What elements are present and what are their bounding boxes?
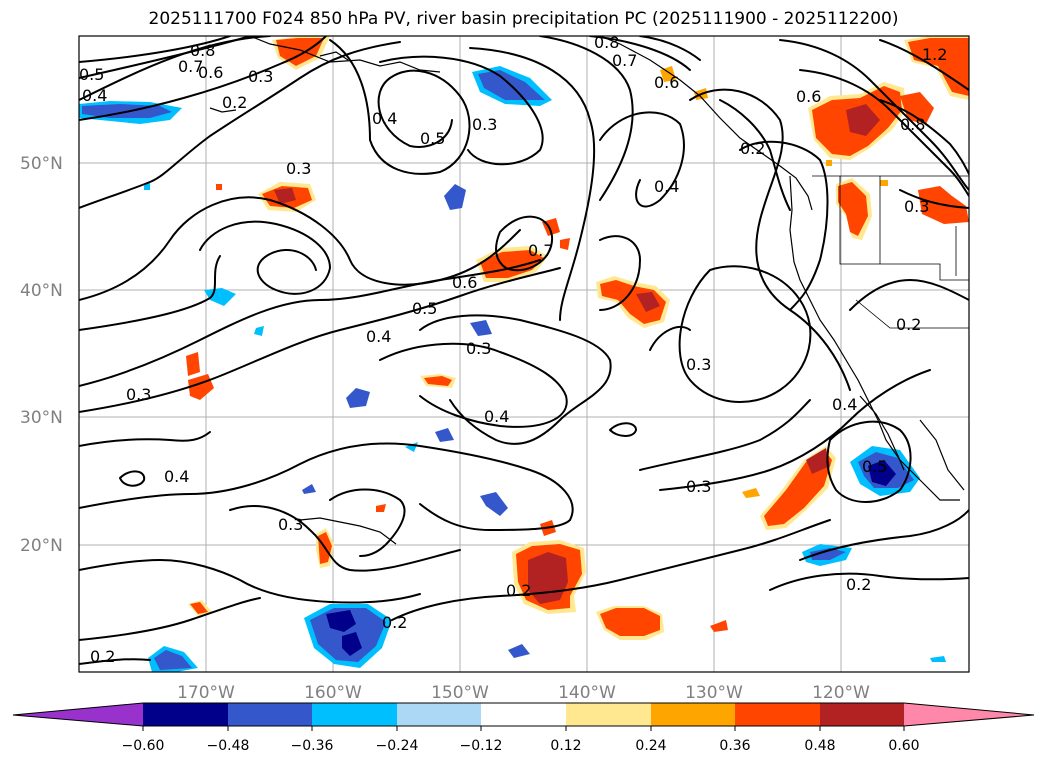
colorbar-tick-label: −0.48 (207, 738, 250, 754)
colorbar: −0.60 −0.48 −0.36 −0.24 −0.12 0.12 0.24 … (12, 702, 1035, 754)
colorbar-segment (312, 703, 397, 726)
contour-label: 0.8 (594, 33, 619, 52)
colorbar-tick-label: 0.48 (804, 738, 835, 754)
contour-label: 0.2 (222, 93, 247, 112)
contour-label: 0.2 (506, 581, 531, 600)
contour-label: 0.4 (164, 467, 189, 486)
contour-label: 0.5 (412, 299, 437, 318)
colorbar-tick-label: −0.60 (122, 738, 165, 754)
lat-label-20n: 20°N (20, 536, 63, 556)
colorbar-tick-label: 0.36 (719, 738, 750, 754)
coastlines (209, 36, 965, 545)
colorbar-tick-label: −0.12 (460, 738, 503, 754)
contour-label: 0.5 (862, 457, 887, 476)
colorbar-segment (481, 703, 566, 726)
latitude-labels: 50°N 40°N 30°N 20°N (20, 154, 63, 556)
lon-label-140w: 140°W (558, 683, 616, 703)
lon-label-130w: 130°W (685, 683, 743, 703)
contour-label: 0.8 (900, 115, 925, 134)
contour-label: 0.8 (190, 41, 215, 60)
borders (812, 175, 969, 329)
contour-label: 0.2 (90, 647, 115, 666)
lat-label-50n: 50°N (20, 154, 63, 174)
contour-label: 0.3 (686, 477, 711, 496)
contour-label: 0.2 (846, 575, 871, 594)
contour-label: 0.4 (832, 395, 857, 414)
colorbar-tick-label: 0.24 (635, 738, 666, 754)
contour-label: 0.4 (366, 327, 391, 346)
contour-label: 1.2 (922, 45, 947, 64)
positive-pc-patches (186, 36, 969, 640)
colorbar-segment (820, 703, 904, 726)
contour-label: 0.6 (796, 87, 821, 106)
plot-frame (78, 35, 970, 673)
colorbar-extend-left (13, 703, 143, 726)
colorbar-segment (397, 703, 481, 726)
colorbar-tick-label: 0.60 (888, 738, 919, 754)
contour-label: 0.4 (82, 86, 107, 105)
contour-label: 0.3 (248, 67, 273, 86)
pv-contours (79, 36, 969, 665)
contour-label: 0.3 (472, 115, 497, 134)
contour-label: 0.2 (896, 315, 921, 334)
colorbar-segment (735, 703, 820, 726)
contour-label: 0.6 (198, 63, 223, 82)
contour-label: 0.5 (420, 129, 445, 148)
contour-label: 0.4 (372, 109, 397, 128)
map-title: 2025111700 F024 850 hPa PV, river basin … (148, 9, 899, 29)
contour-label: 0.4 (484, 407, 509, 426)
contour-label: 0.2 (740, 139, 765, 158)
lat-label-40n: 40°N (20, 281, 63, 301)
colorbar-extend-right (904, 703, 1034, 726)
lon-label-120w: 120°W (812, 683, 870, 703)
colorbar-segment (228, 703, 312, 726)
contour-label: 0.3 (904, 197, 929, 216)
contour-label: 0.7 (178, 57, 203, 76)
colorbar-tick-label: 0.12 (550, 738, 581, 754)
colorbar-tick-label: −0.36 (291, 738, 334, 754)
contour-label: 0.3 (466, 339, 491, 358)
lon-label-160w: 160°W (304, 683, 362, 703)
contour-label: 0.7 (612, 51, 637, 70)
lon-label-150w: 150°W (431, 683, 489, 703)
contour-label: 0.6 (452, 273, 477, 292)
contour-label: 0.6 (654, 73, 679, 92)
contour-label: 0.5 (79, 65, 104, 84)
colorbar-segment (143, 703, 228, 726)
colorbar-tick-label: −0.24 (376, 738, 419, 754)
lon-label-170w: 170°W (177, 683, 235, 703)
contour-label: 0.3 (278, 515, 303, 534)
lat-label-30n: 30°N (20, 408, 63, 428)
contour-label: 0.3 (686, 355, 711, 374)
colorbar-ticks (142, 726, 905, 731)
contour-labels: 0.8 0.7 0.6 0.5 0.4 0.3 0.2 0.3 0.5 0.4 … (79, 33, 947, 666)
contour-label: 0.7 (528, 241, 553, 260)
colorbar-segment (566, 703, 651, 726)
colorbar-segment (651, 703, 735, 726)
longitude-labels: 170°W 160°W 150°W 140°W 130°W 120°W (177, 683, 870, 703)
contour-label: 0.2 (382, 613, 407, 632)
contour-label: 0.3 (126, 385, 151, 404)
contour-label: 0.3 (286, 159, 311, 178)
contour-label: 0.4 (654, 177, 679, 196)
